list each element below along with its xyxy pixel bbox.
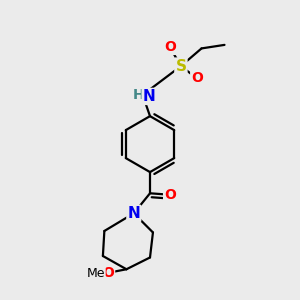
Text: Me: Me — [87, 267, 105, 280]
Text: N: N — [143, 89, 155, 104]
Text: O: O — [164, 188, 176, 202]
Text: N: N — [128, 206, 140, 221]
Text: H: H — [133, 88, 145, 102]
Text: O: O — [102, 266, 114, 280]
Text: O: O — [164, 40, 176, 54]
Text: O: O — [191, 71, 203, 85]
Text: S: S — [176, 58, 186, 74]
